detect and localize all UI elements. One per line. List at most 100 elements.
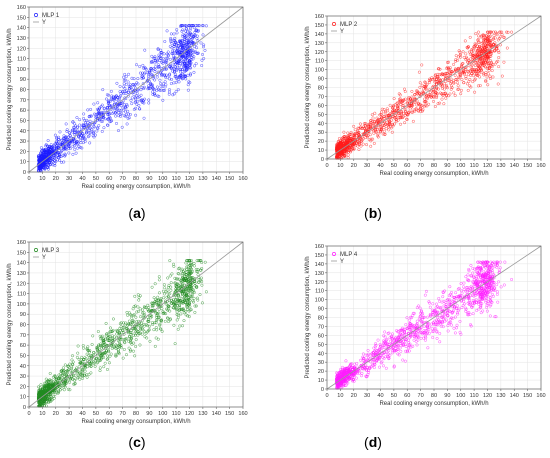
data-point xyxy=(186,66,190,70)
y-tick-label: 40 xyxy=(20,129,26,135)
data-point xyxy=(478,75,482,79)
data-point xyxy=(417,70,421,74)
data-point xyxy=(179,70,183,74)
data-point xyxy=(184,32,188,36)
y-tick-label: 30 xyxy=(20,374,26,380)
data-point xyxy=(178,60,182,64)
data-point xyxy=(129,91,133,95)
data-point xyxy=(114,111,118,114)
data-point xyxy=(79,130,83,133)
data-point xyxy=(192,45,196,49)
data-point xyxy=(149,69,153,72)
data-point xyxy=(123,86,127,90)
y-tick-label: 70 xyxy=(20,333,26,339)
data-point xyxy=(62,146,65,150)
data-point xyxy=(194,28,198,32)
data-point xyxy=(473,90,477,94)
data-point xyxy=(176,51,180,55)
y-tick-label: 130 xyxy=(17,36,26,42)
data-point xyxy=(163,80,167,84)
data-point xyxy=(403,107,407,111)
y-tick-label: 150 xyxy=(17,15,26,21)
data-point xyxy=(195,51,199,55)
data-point xyxy=(62,134,66,138)
data-point xyxy=(101,88,105,92)
data-point xyxy=(187,37,191,41)
x-tick-label: 0 xyxy=(27,411,30,417)
data-point xyxy=(161,57,165,61)
data-point xyxy=(190,42,194,46)
data-point xyxy=(101,111,105,115)
data-point xyxy=(160,74,164,78)
y-tick-label: 30 xyxy=(20,139,26,145)
data-point xyxy=(500,74,504,78)
data-point xyxy=(178,76,182,80)
data-point xyxy=(72,131,76,135)
data-point xyxy=(380,115,384,119)
data-point xyxy=(130,76,134,80)
data-point xyxy=(98,107,102,111)
y-axis-label: Predicted cooling energy consumption, kW… xyxy=(7,263,13,385)
data-point xyxy=(87,134,91,138)
y-tick-label: 60 xyxy=(20,343,26,349)
data-point xyxy=(187,24,191,28)
data-point xyxy=(200,64,204,67)
data-point xyxy=(141,63,145,67)
data-point xyxy=(178,68,182,72)
y-tick-label: 130 xyxy=(17,271,26,277)
data-point xyxy=(180,44,184,48)
data-point xyxy=(449,87,453,91)
data-point xyxy=(358,122,362,126)
data-point xyxy=(38,155,42,159)
data-point xyxy=(162,88,166,92)
data-point xyxy=(425,104,429,108)
y-tick-label: 20 xyxy=(20,384,26,390)
y-tick-label: 130 xyxy=(315,41,324,47)
data-point xyxy=(64,140,68,144)
data-point xyxy=(403,121,407,125)
data-point xyxy=(418,81,422,85)
data-point xyxy=(93,133,97,137)
y-tick-label: 160 xyxy=(17,5,26,11)
data-point xyxy=(107,117,111,121)
data-point xyxy=(481,34,485,38)
data-point xyxy=(52,148,56,152)
data-point xyxy=(107,100,111,104)
data-point xyxy=(200,58,204,62)
data-point xyxy=(78,123,82,127)
data-point xyxy=(133,96,137,100)
data-point xyxy=(142,85,146,89)
data-point xyxy=(170,77,174,81)
panel-letter: a xyxy=(133,205,141,221)
x-tick-label: 160 xyxy=(238,176,247,182)
x-tick-label: 10 xyxy=(39,411,45,417)
data-point xyxy=(161,88,165,92)
data-point xyxy=(155,85,159,89)
data-point xyxy=(37,158,41,162)
data-point xyxy=(169,82,173,86)
legend-marker xyxy=(34,13,38,17)
data-point xyxy=(141,71,145,75)
data-point xyxy=(109,89,113,93)
data-point xyxy=(488,32,492,36)
data-point xyxy=(107,112,111,116)
data-point xyxy=(65,129,69,133)
data-point xyxy=(92,112,96,116)
panel-caption: (a) xyxy=(128,205,145,221)
data-point xyxy=(201,24,204,28)
data-point xyxy=(487,64,491,67)
data-point xyxy=(83,121,87,125)
data-point xyxy=(54,140,58,144)
data-point xyxy=(110,97,114,101)
x-tick-label: 70 xyxy=(418,163,424,169)
data-point xyxy=(126,80,130,84)
data-point xyxy=(169,36,173,40)
data-point xyxy=(168,77,171,81)
data-point xyxy=(63,154,67,158)
data-point xyxy=(78,118,82,122)
data-point xyxy=(97,124,101,128)
data-point xyxy=(140,74,144,78)
data-point xyxy=(115,81,119,85)
data-point xyxy=(58,158,62,162)
data-point xyxy=(469,50,473,54)
